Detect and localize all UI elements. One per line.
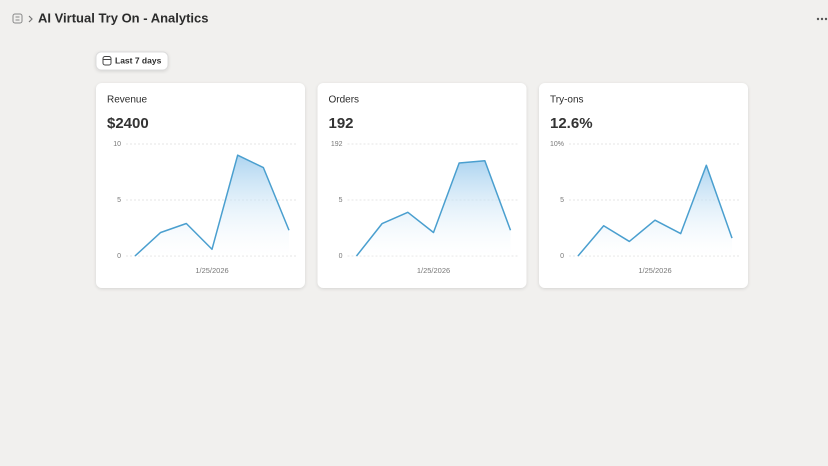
page-title: AI Virtual Try On - Analytics bbox=[38, 10, 209, 25]
data-line bbox=[134, 154, 290, 257]
page-icon[interactable] bbox=[12, 13, 23, 24]
date-range-button[interactable]: Last 7 days bbox=[95, 51, 169, 71]
y-tick-label: 0 bbox=[560, 253, 564, 260]
area-fill bbox=[578, 165, 732, 256]
data-line bbox=[577, 164, 733, 257]
breadcrumb-chevron bbox=[28, 15, 33, 23]
date-range-label: Last 7 days bbox=[115, 55, 162, 65]
y-tick-label: 10 bbox=[113, 141, 121, 148]
y-tick-label: 5 bbox=[117, 197, 121, 204]
y-tick-label: 5 bbox=[339, 197, 343, 204]
y-tick-label: 5 bbox=[560, 197, 564, 204]
metric-card: Orders 192 0 5 192 1/25/2026 bbox=[317, 83, 527, 288]
card-background bbox=[539, 83, 748, 288]
card-label: Revenue bbox=[107, 95, 147, 106]
y-tick-label: 0 bbox=[117, 253, 121, 260]
area-fill bbox=[135, 155, 289, 256]
card-label: Orders bbox=[329, 95, 360, 106]
metric-card: Try-ons 12.6% 0 5 10% 1/25/2026 bbox=[539, 83, 748, 288]
card-label: Try-ons bbox=[550, 95, 584, 106]
y-tick-label: 10% bbox=[550, 141, 564, 148]
card-value: $2400 bbox=[107, 115, 149, 132]
data-line bbox=[355, 160, 512, 257]
card-value: 192 bbox=[329, 115, 354, 132]
y-tick-label: 0 bbox=[339, 253, 343, 260]
card-background bbox=[317, 83, 527, 288]
x-tick-label: 1/25/2026 bbox=[195, 266, 228, 275]
area-fill bbox=[356, 160, 511, 256]
card-value: 12.6% bbox=[550, 115, 593, 132]
x-tick-label: 1/25/2026 bbox=[638, 266, 671, 275]
more-menu[interactable] bbox=[816, 17, 828, 21]
x-tick-label: 1/25/2026 bbox=[417, 266, 450, 275]
metric-card: Revenue $2400 0 5 10 1/25/2026 bbox=[96, 83, 305, 288]
y-tick-label: 192 bbox=[331, 141, 343, 148]
card-background bbox=[96, 83, 305, 288]
